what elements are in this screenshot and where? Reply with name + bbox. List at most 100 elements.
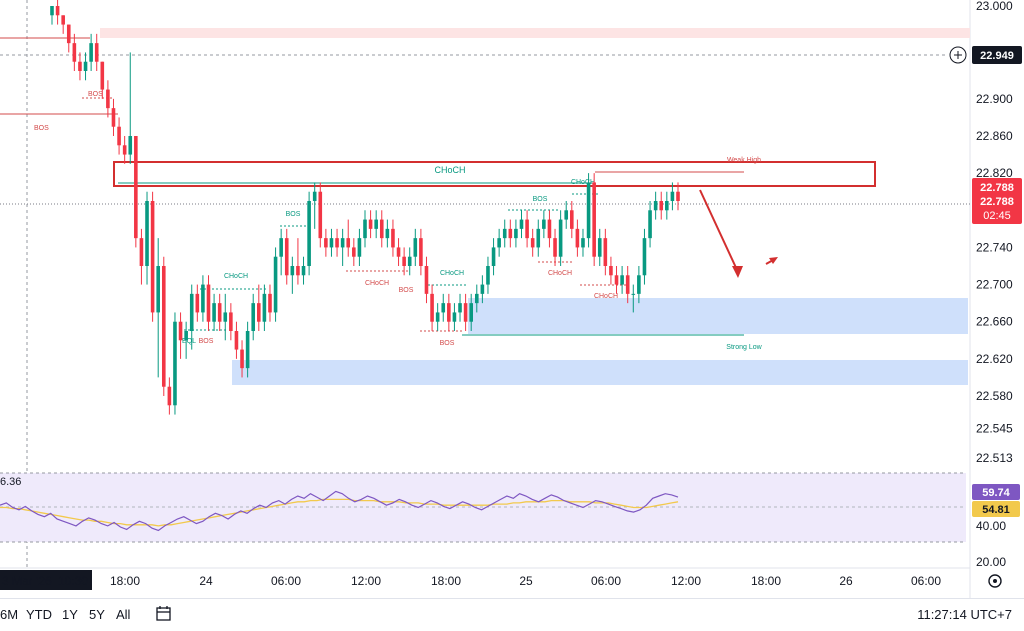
candle-body <box>558 219 563 257</box>
candle-body <box>357 238 362 257</box>
candle-body <box>329 238 334 248</box>
time-axis[interactable]: 3 Mar '26 10:30 18:00 24 06:00 12:00 18:… <box>0 570 941 590</box>
candle-body <box>122 145 127 155</box>
candle-body <box>463 303 468 322</box>
candle-body <box>156 266 160 313</box>
candle-body <box>441 303 446 313</box>
candle-body <box>519 219 524 229</box>
candle-body <box>553 238 557 257</box>
candle-body <box>564 210 569 220</box>
candle-body <box>653 201 658 211</box>
range-6m-button[interactable]: 6M <box>0 607 19 622</box>
last-price-badge: 22.788 22.788 02:45 <box>972 178 1022 224</box>
time-label: 06:00 <box>271 574 301 588</box>
candle-body <box>111 108 116 127</box>
time-label: 06:00 <box>911 574 941 588</box>
candle-body <box>625 275 630 294</box>
projection-arrow[interactable] <box>699 189 743 278</box>
candle-body <box>307 201 311 266</box>
choch-label: CHoCH <box>594 293 618 300</box>
choch-label: CHoCH <box>548 270 572 277</box>
candle-body <box>251 303 256 331</box>
crosshair-price-badge[interactable]: 22.949 <box>949 46 1022 64</box>
candle-body <box>61 15 65 25</box>
candle-body <box>72 43 77 62</box>
range-all-button[interactable]: All <box>116 607 131 622</box>
candle-body <box>637 275 641 294</box>
candle-body <box>262 293 267 322</box>
candle-body <box>245 331 250 369</box>
candle-body <box>340 238 345 248</box>
candle-body <box>173 321 177 406</box>
candle-body <box>407 256 412 266</box>
price-tick-label: 22.620 <box>976 352 1013 366</box>
price-tick-label: 22.513 <box>976 451 1013 465</box>
countdown-label: 02:45 <box>983 210 1011 222</box>
candle-body <box>435 312 440 322</box>
candle-body <box>575 228 580 248</box>
choch-box[interactable] <box>113 161 876 187</box>
candle-body <box>78 61 82 71</box>
candle-body <box>117 126 121 146</box>
candle-body <box>335 238 339 248</box>
candle-body <box>609 266 613 276</box>
candles-group <box>50 0 680 415</box>
candle-body <box>385 228 390 239</box>
price-tick-group: 23.000 22.900 22.860 22.820 22.740 22.700 22.6… <box>976 0 1013 465</box>
candle-body <box>447 303 451 322</box>
candle-body <box>363 219 367 239</box>
weak-high-label: Weak High <box>727 157 761 164</box>
settings-icon[interactable] <box>988 574 1002 588</box>
candle-body <box>195 293 200 313</box>
price-tick-label: 22.700 <box>976 278 1013 292</box>
candle-body <box>296 266 300 276</box>
time-label-date: 3 Mar '26 <box>2 574 52 588</box>
candle-body <box>178 321 183 341</box>
candle-body <box>581 238 585 248</box>
main-pane[interactable] <box>0 0 970 470</box>
time-label: 18:00 <box>751 574 781 588</box>
candle-body <box>508 228 513 239</box>
candle-body <box>257 303 261 322</box>
price-tick-label: 22.860 <box>976 129 1013 143</box>
candle-body <box>586 182 591 239</box>
range-ytd-button[interactable]: YTD <box>26 607 52 622</box>
candle-body <box>547 219 552 239</box>
candle-body <box>530 238 535 248</box>
candle-body <box>167 386 172 406</box>
candle-body <box>514 228 518 239</box>
structure-labels: BOS BOS BOS BOS BOS BOS BOS CHoCH CHoCH … <box>34 91 763 351</box>
calendar-icon[interactable] <box>156 605 172 621</box>
candle-body <box>184 331 188 341</box>
price-tick-label: 22.580 <box>976 389 1013 403</box>
candle-body <box>659 201 664 211</box>
last-price-label: 22.788 <box>980 182 1014 194</box>
rsi-tick-20: 20.00 <box>976 555 1006 569</box>
candle-body <box>352 247 356 257</box>
candle-body <box>631 293 636 295</box>
price-tick-label: 23.000 <box>976 0 1013 13</box>
candle-body <box>542 219 546 229</box>
candle-body <box>89 43 93 62</box>
range-1y-button[interactable]: 1Y <box>62 607 78 622</box>
bos-label: BOS <box>533 196 548 203</box>
price-tick-label: 22.660 <box>976 315 1013 329</box>
clock-label[interactable]: 11:27:14 UTC+7 <box>917 607 1012 622</box>
strong-low-label: Strong Low <box>726 344 762 351</box>
choch-label: CHoCH <box>440 270 464 277</box>
candle-body <box>55 6 60 16</box>
choch-label: CHoCH <box>365 280 389 287</box>
range-5y-button[interactable]: 5Y <box>89 607 105 622</box>
small-arrow[interactable] <box>765 257 778 265</box>
candle-body <box>419 238 423 266</box>
price-chart[interactable]: CHoCH BOS BOS BOS BOS BOS BOS BOS CHoCH … <box>0 0 1024 598</box>
candle-body <box>346 238 351 248</box>
candle-body <box>229 312 233 331</box>
candle-body <box>648 210 652 239</box>
candle-body <box>497 238 501 248</box>
candle-body <box>469 303 473 322</box>
eql-label: EQL <box>182 338 196 345</box>
candle-body <box>502 228 507 239</box>
candle-body <box>94 43 99 62</box>
candle-body <box>458 303 462 313</box>
